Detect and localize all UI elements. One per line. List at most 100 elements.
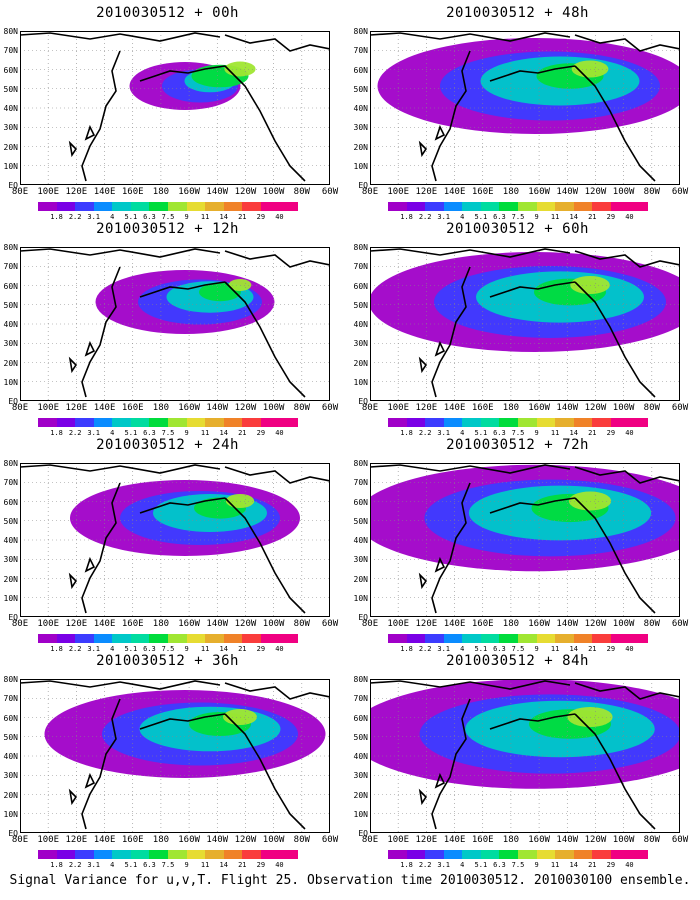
lon-tick-label: 140E: [443, 187, 466, 197]
lon-tick-label: 120E: [415, 835, 438, 845]
lon-tick-label: 100W: [612, 403, 635, 413]
coastline: [81, 698, 121, 830]
lon-tick-label: 160W: [178, 187, 200, 197]
colorbar-swatch: [75, 202, 94, 211]
colorbar-swatch: [75, 850, 94, 859]
colorbar-swatch: [38, 850, 57, 859]
colorbar-label: 1.8: [50, 429, 63, 437]
colorbar: [38, 418, 299, 427]
colorbar-swatch: [242, 418, 261, 427]
colorbar-label: 14: [219, 645, 228, 653]
colorbar-swatch: [56, 850, 76, 859]
colorbar-swatch: [279, 418, 299, 427]
coastline: [84, 124, 96, 141]
colorbar-label: 21: [238, 429, 247, 437]
lat-tick-label: EQ: [358, 829, 368, 838]
lat-tick-label: 80N: [3, 27, 18, 36]
colorbar-label: 21: [588, 861, 597, 869]
lon-tick-label: 60W: [671, 619, 689, 629]
colorbar-label: 1.8: [50, 861, 63, 869]
map-frame: [370, 31, 680, 185]
map-frame: [370, 247, 680, 401]
colorbar-label: 2.2: [68, 213, 82, 221]
colorbar-swatch: [93, 634, 113, 643]
coastline: [489, 65, 576, 82]
variance-contour-fill: [225, 494, 255, 508]
lon-tick-label: 80W: [293, 403, 310, 413]
colorbar-label: 9: [184, 861, 189, 869]
lat-tick-label: 50N: [3, 732, 18, 742]
coastline: [84, 340, 96, 357]
colorbar-label: 14: [219, 861, 228, 869]
colorbar-label: 40: [275, 861, 284, 869]
lon-tick-label: 160E: [121, 619, 144, 629]
colorbar-label: 5.1: [124, 861, 138, 869]
lon-tick-label: 140W: [556, 187, 579, 197]
variance-contour-fill: [571, 60, 609, 78]
coastline: [81, 50, 121, 182]
lon-tick-label: 160E: [471, 187, 494, 197]
colorbar-swatch: [499, 850, 519, 859]
lat-tick-label: 80N: [353, 27, 368, 36]
map-frame: [20, 247, 330, 401]
colorbar-label: 4: [110, 213, 115, 221]
colorbar-label: 7.5: [511, 429, 525, 437]
coastline: [68, 788, 78, 806]
colorbar-swatch: [629, 850, 649, 859]
lon-tick-label: 100W: [612, 619, 635, 629]
colorbar-swatch: [462, 418, 481, 427]
lat-tick-label: 10N: [353, 377, 368, 387]
colorbar-label: 5.1: [474, 213, 488, 221]
lon-tick-label: 80E: [11, 403, 29, 413]
lat-tick-label: 30N: [353, 123, 368, 133]
colorbar-swatch: [555, 418, 574, 427]
colorbar-label: 40: [275, 429, 284, 437]
colorbar-swatch: [462, 634, 481, 643]
colorbar-swatch: [38, 634, 57, 643]
colorbar: [388, 202, 649, 211]
lon-tick-label: 100E: [37, 403, 60, 413]
coastline: [20, 680, 221, 690]
colorbar-swatch: [480, 202, 500, 211]
colorbar-swatch: [406, 418, 426, 427]
colorbar-label: 3.1: [87, 213, 101, 221]
colorbar-label: 29: [256, 213, 266, 221]
lon-tick-label: 120W: [584, 187, 607, 197]
coastline: [84, 772, 96, 789]
colorbar-label: 2.2: [68, 429, 82, 437]
coastline: [489, 281, 576, 298]
lon-tick-label: 140W: [556, 835, 579, 845]
lon-tick-label: 80W: [643, 403, 660, 413]
colorbar-swatch: [38, 418, 57, 427]
colorbar-label: 1.8: [400, 861, 413, 869]
colorbar-swatch: [205, 418, 224, 427]
lat-tick-label: 80N: [3, 243, 18, 252]
colorbar-swatch: [168, 634, 187, 643]
map-frame: [370, 679, 680, 833]
colorbar-label: 14: [219, 429, 228, 437]
colorbar-swatch: [518, 850, 537, 859]
colorbar-label: 6.3: [493, 429, 506, 437]
lon-tick-label: 80E: [361, 187, 379, 197]
lon-tick-label: 160W: [528, 835, 550, 845]
lon-tick-label: 80W: [643, 619, 660, 629]
lat-tick-label: EQ: [8, 181, 18, 190]
lon-tick-label: 100E: [37, 619, 60, 629]
colorbar-swatch: [223, 418, 243, 427]
lat-tick-label: 20N: [353, 790, 368, 800]
colorbar-label: 7.5: [511, 213, 525, 221]
colorbar-label: 40: [625, 861, 634, 869]
colorbar-swatch: [186, 850, 206, 859]
colorbar-label: 11: [550, 645, 560, 653]
colorbar-label: 2.2: [418, 213, 432, 221]
coastline: [574, 65, 656, 182]
colorbar-swatch: [388, 202, 407, 211]
lat-tick-label: 40N: [3, 104, 18, 113]
lon-tick-label: 180: [152, 619, 170, 629]
lat-tick-label: 60N: [353, 65, 368, 75]
colorbar-label: 6.3: [493, 213, 506, 221]
lat-tick-label: 30N: [3, 555, 18, 565]
colorbar-swatch: [223, 850, 243, 859]
colorbar-label: 7.5: [511, 861, 525, 869]
lon-tick-label: 100E: [387, 403, 410, 413]
